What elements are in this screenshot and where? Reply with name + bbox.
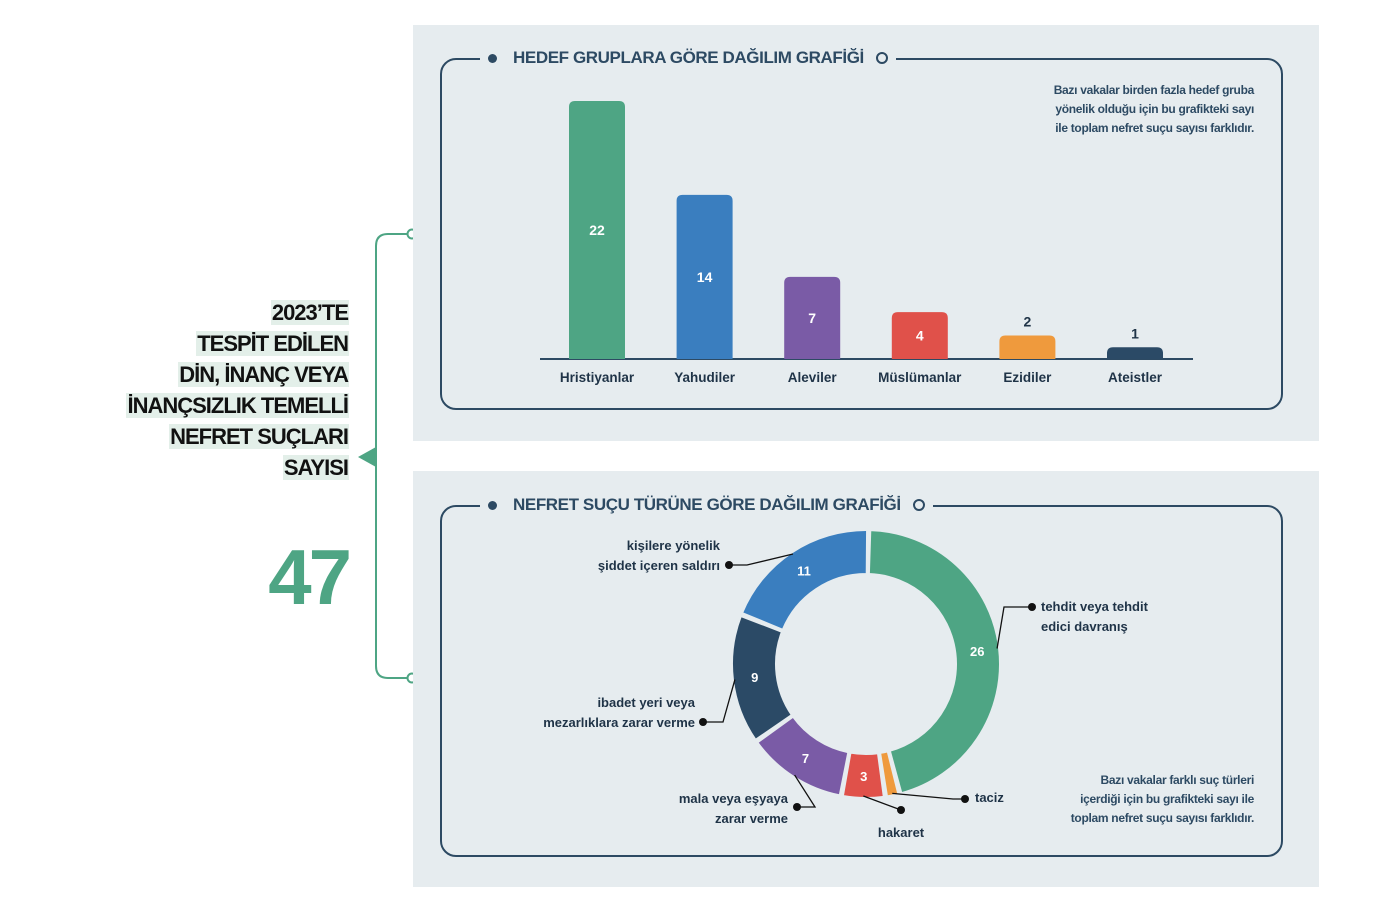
note-line: Bazı vakalar farklı suç türleri bbox=[1100, 773, 1255, 787]
note-line: içerdiği için bu grafikteki sayı ile bbox=[1080, 792, 1254, 806]
slice-category-label: tehdit veya tehdit bbox=[1041, 599, 1149, 614]
slice-category-label: şiddet içeren saldırı bbox=[598, 558, 720, 573]
bar bbox=[569, 101, 625, 359]
leader-dot bbox=[725, 561, 733, 569]
bar bbox=[999, 335, 1056, 359]
leader-line bbox=[703, 679, 736, 723]
x-tick-label: Ezidiler bbox=[1003, 370, 1052, 385]
slice-value-label: 3 bbox=[860, 769, 867, 784]
bar-chart-header: HEDEF GRUPLARA GÖRE DAĞILIM GRAFİĞİ bbox=[480, 46, 896, 70]
title-dot-icon bbox=[488, 500, 497, 510]
x-tick-label: Yahudiler bbox=[674, 370, 736, 385]
bar-value-label: 14 bbox=[697, 269, 713, 285]
bar-value-label: 2 bbox=[1024, 314, 1032, 330]
title-ring-icon bbox=[875, 52, 888, 64]
slice-value-label: 26 bbox=[970, 644, 984, 659]
donut-slice bbox=[740, 529, 869, 632]
donut-chart-note: Bazı vakalar farklı suç türleri içerdiği… bbox=[1070, 771, 1255, 828]
bar-value-label: 22 bbox=[589, 222, 605, 238]
summary-title: 2023’TE TESPİT EDİLEN DİN, İNANÇ VEYA İN… bbox=[126, 297, 349, 483]
x-tick-label: Ateistler bbox=[1108, 370, 1163, 385]
bar-value-label: 1 bbox=[1131, 325, 1139, 341]
summary-line: NEFRET SUÇLARI bbox=[169, 424, 349, 449]
summary-line: DİN, İNANÇ VEYA bbox=[178, 362, 349, 387]
leader-dot bbox=[699, 718, 707, 726]
x-tick-label: Hristiyanlar bbox=[560, 370, 635, 385]
bar bbox=[1107, 347, 1163, 359]
bar-chart-plot: 22 Hristiyanlar 14 Yahudiler 7 Aleviler 4 Müslü… bbox=[540, 101, 1193, 385]
donut-chart-panel: NEFRET SUÇU TÜRÜNE GÖRE DAĞILIM GRAFİĞİ … bbox=[413, 471, 1319, 887]
slice-value-label: 9 bbox=[751, 670, 758, 685]
summary-line: SAYISI bbox=[282, 455, 349, 480]
bar bbox=[676, 194, 733, 359]
leader-dot bbox=[793, 803, 801, 811]
note-line: toplam nefret suçu sayısı farklıdır. bbox=[1070, 811, 1255, 825]
note-line: ile toplam nefret suçu sayısı farklıdır. bbox=[1055, 121, 1254, 135]
x-tick-label: Müslümanlar bbox=[878, 370, 962, 385]
bar bbox=[891, 312, 948, 359]
summary-total: 47 bbox=[268, 533, 352, 621]
leader-dot bbox=[897, 806, 905, 814]
donut-slice bbox=[731, 614, 794, 742]
slice-value-label: 1 bbox=[885, 767, 892, 782]
leader-line bbox=[863, 795, 902, 811]
bar bbox=[784, 276, 841, 359]
slice-category-label: edici davranış bbox=[1041, 619, 1128, 634]
summary-line: TESPİT EDİLEN bbox=[196, 331, 349, 356]
bracket-connector bbox=[358, 228, 415, 684]
donut-chart-header: NEFRET SUÇU TÜRÜNE GÖRE DAĞILIM GRAFİĞİ bbox=[480, 493, 933, 517]
x-tick-label: Aleviler bbox=[788, 370, 838, 385]
bar-chart-panel: HEDEF GRUPLARA GÖRE DAĞILIM GRAFİĞİ Bazı… bbox=[413, 25, 1319, 441]
bar-chart-note: Bazı vakalar birden fazla hedef gruba yö… bbox=[1053, 81, 1255, 138]
slice-value-label: 7 bbox=[802, 751, 809, 766]
slice-category-label: mezarlıklara zarar verme bbox=[543, 715, 695, 730]
donut-chart-title: NEFRET SUÇU TÜRÜNE GÖRE DAĞILIM GRAFİĞİ bbox=[513, 495, 901, 514]
note-line: yönelik olduğu için bu grafikteki sayı bbox=[1055, 102, 1254, 116]
donut-slice bbox=[755, 715, 850, 797]
leader-dot bbox=[1028, 603, 1036, 611]
leader-line bbox=[729, 553, 794, 566]
donut-slice bbox=[867, 529, 1001, 795]
slice-category-label: zarar verme bbox=[715, 811, 788, 826]
slice-category-label: ibadet yeri veya bbox=[597, 695, 695, 710]
summary-line: 2023’TE bbox=[270, 300, 349, 325]
bar-chart-title: HEDEF GRUPLARA GÖRE DAĞILIM GRAFİĞİ bbox=[513, 48, 864, 67]
slice-category-label: kişilere yönelik bbox=[627, 538, 721, 553]
slice-category-label: taciz bbox=[975, 790, 1004, 805]
bar-value-label: 4 bbox=[916, 328, 924, 344]
leader-line bbox=[794, 774, 817, 808]
note-line: Bazı vakalar birden fazla hedef gruba bbox=[1053, 83, 1255, 97]
donut-slice bbox=[841, 751, 885, 799]
donut-slice bbox=[878, 750, 900, 798]
slice-category-label: hakaret bbox=[878, 825, 925, 840]
slice-category-label: mala veya eşyaya bbox=[679, 791, 789, 806]
leader-line bbox=[892, 792, 965, 800]
title-dot-icon bbox=[488, 53, 497, 63]
donut-chart-plot: 26 1 3 7 9 11 tehdit veya tehdit edici davranış… bbox=[543, 529, 1149, 840]
summary-line: İNANÇSIZLIK TEMELLİ bbox=[126, 393, 349, 418]
leader-line bbox=[996, 606, 1032, 649]
leader-dot bbox=[961, 795, 969, 803]
slice-value-label: 11 bbox=[797, 564, 811, 579]
bar-value-label: 7 bbox=[808, 310, 816, 326]
title-ring-icon bbox=[912, 499, 925, 511]
